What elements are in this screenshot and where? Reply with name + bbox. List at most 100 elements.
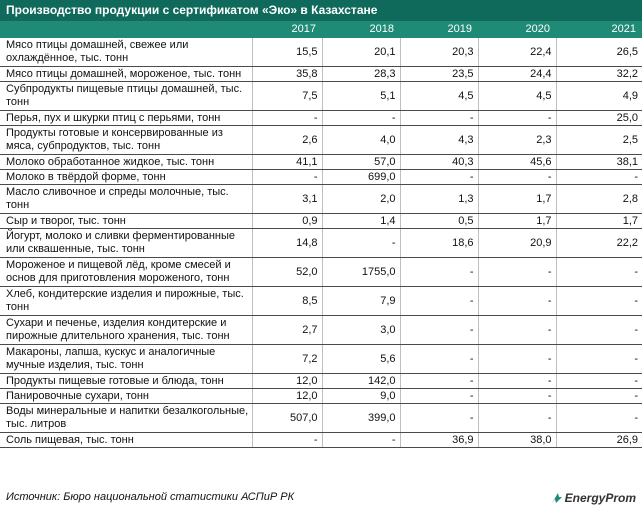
row-value: - xyxy=(477,110,556,126)
year-header: 2018 xyxy=(369,23,394,35)
row-value: 7,5 xyxy=(251,81,322,111)
source-note: Источник: Бюро национальной статистики А… xyxy=(6,491,295,503)
row-value: 26,5 xyxy=(555,38,642,67)
table-row: Макароны, лапша, кускус и аналогичные му… xyxy=(0,344,642,374)
row-value: 2,8 xyxy=(555,184,642,214)
row-value: 2,5 xyxy=(555,125,642,155)
row-value: - xyxy=(555,315,642,345)
row-value: 1,7 xyxy=(477,184,556,214)
row-value: 5,6 xyxy=(321,344,400,374)
row-value: - xyxy=(399,110,478,126)
row-value: 20,1 xyxy=(321,38,400,67)
row-label: Сухари и печенье, изделия кондитерские и… xyxy=(0,315,252,345)
row-value: 2,3 xyxy=(477,125,556,155)
row-value: - xyxy=(477,286,556,316)
row-value: 4,3 xyxy=(399,125,478,155)
row-value: 23,5 xyxy=(399,66,478,82)
row-value: - xyxy=(555,286,642,316)
page-title: Производство продукции с сертификатом «Э… xyxy=(0,0,642,21)
row-value: 399,0 xyxy=(321,403,400,433)
row-value: - xyxy=(321,432,400,448)
table-row: Сухари и печенье, изделия кондитерские и… xyxy=(0,315,642,345)
row-label: Мясо птицы домашней, свежее или охлаждён… xyxy=(0,38,252,67)
row-value: 24,4 xyxy=(477,66,556,82)
row-value: 57,0 xyxy=(321,154,400,170)
table-row: Хлеб, кондитерские изделия и пирожные, т… xyxy=(0,286,642,316)
row-value: 507,0 xyxy=(251,403,322,433)
row-value: - xyxy=(555,169,642,185)
row-value: 7,9 xyxy=(321,286,400,316)
row-value: 41,1 xyxy=(251,154,322,170)
row-label: Соль пищевая, тыс. тонн xyxy=(0,432,252,448)
row-value: 20,9 xyxy=(477,228,556,258)
row-value: 18,6 xyxy=(399,228,478,258)
row-value: - xyxy=(399,388,478,404)
table-row: Мороженое и пищевой лёд, кроме смесей и … xyxy=(0,257,642,287)
table-row: Воды минеральные и напитки безалкогольны… xyxy=(0,403,642,433)
row-value: - xyxy=(251,110,322,126)
row-value: - xyxy=(477,169,556,185)
row-value: - xyxy=(555,403,642,433)
row-value: 8,5 xyxy=(251,286,322,316)
row-value: 142,0 xyxy=(321,373,400,389)
row-value: 9,0 xyxy=(321,388,400,404)
year-header: 2017 xyxy=(291,23,316,35)
row-value: 12,0 xyxy=(251,373,322,389)
row-value: 22,4 xyxy=(477,38,556,67)
row-value: 40,3 xyxy=(399,154,478,170)
row-value: 15,5 xyxy=(251,38,322,67)
row-value: 4,5 xyxy=(399,81,478,111)
table-row: Сыр и творог, тыс. тонн 0,9 1,4 0,5 1,7 1,7 xyxy=(0,213,642,229)
row-value: 3,0 xyxy=(321,315,400,345)
row-value: - xyxy=(399,344,478,374)
row-label: Хлеб, кондитерские изделия и пирожные, т… xyxy=(0,286,252,316)
year-header: 2020 xyxy=(525,23,550,35)
row-value: 2,7 xyxy=(251,315,322,345)
table-row: Мясо птицы домашней, мороженое, тыс. тон… xyxy=(0,66,642,82)
row-value: 12,0 xyxy=(251,388,322,404)
row-value: 22,2 xyxy=(555,228,642,258)
row-value: 2,0 xyxy=(321,184,400,214)
row-label: Мороженое и пищевой лёд, кроме смесей и … xyxy=(0,257,252,287)
row-value: - xyxy=(399,315,478,345)
row-value: - xyxy=(555,344,642,374)
row-value: 0,5 xyxy=(399,213,478,229)
row-value: 5,1 xyxy=(321,81,400,111)
row-value: 4,5 xyxy=(477,81,556,111)
row-value: 2,6 xyxy=(251,125,322,155)
table-row: Продукты пищевые готовые и блюда, тонн 12… xyxy=(0,373,642,389)
row-value: - xyxy=(251,432,322,448)
row-value: - xyxy=(321,110,400,126)
table-row: Панировочные сухари, тонн 12,0 9,0- - - xyxy=(0,388,642,404)
table-row: Молоко в твёрдой форме, тонн -699,0- - - xyxy=(0,169,642,185)
logo: EnergyProm xyxy=(551,489,636,507)
row-label: Перья, пух и шкурки птиц с перьями, тонн xyxy=(0,110,252,126)
energyprom-logo-icon xyxy=(551,493,562,503)
row-value: 38,0 xyxy=(477,432,556,448)
footer: Источник: Бюро национальной статистики А… xyxy=(0,488,642,507)
row-label: Панировочные сухари, тонн xyxy=(0,388,252,404)
row-value: - xyxy=(477,315,556,345)
row-value: 4,0 xyxy=(321,125,400,155)
row-label: Продукты пищевые готовые и блюда, тонн xyxy=(0,373,252,389)
row-value: - xyxy=(321,228,400,258)
row-value: - xyxy=(477,403,556,433)
row-label: Йогурт, молоко и сливки ферментированные… xyxy=(0,228,252,258)
year-header: 2019 xyxy=(447,23,472,35)
row-value: 1,7 xyxy=(555,213,642,229)
row-value: - xyxy=(477,373,556,389)
row-value: 7,2 xyxy=(251,344,322,374)
row-value: 36,9 xyxy=(399,432,478,448)
row-value: - xyxy=(399,257,478,287)
row-value: - xyxy=(477,344,556,374)
row-label: Масло сливочное и спреды молочные, тыс. … xyxy=(0,184,252,214)
table-row: Масло сливочное и спреды молочные, тыс. … xyxy=(0,184,642,214)
row-value: - xyxy=(477,388,556,404)
row-value: - xyxy=(477,257,556,287)
row-value: 20,3 xyxy=(399,38,478,67)
table-row: Соль пищевая, тыс. тонн - -36,9 38,0 26,9 xyxy=(0,432,642,448)
row-value: 14,8 xyxy=(251,228,322,258)
row-value: 25,0 xyxy=(555,110,642,126)
year-header: 2021 xyxy=(611,23,636,35)
row-value: 1,4 xyxy=(321,213,400,229)
